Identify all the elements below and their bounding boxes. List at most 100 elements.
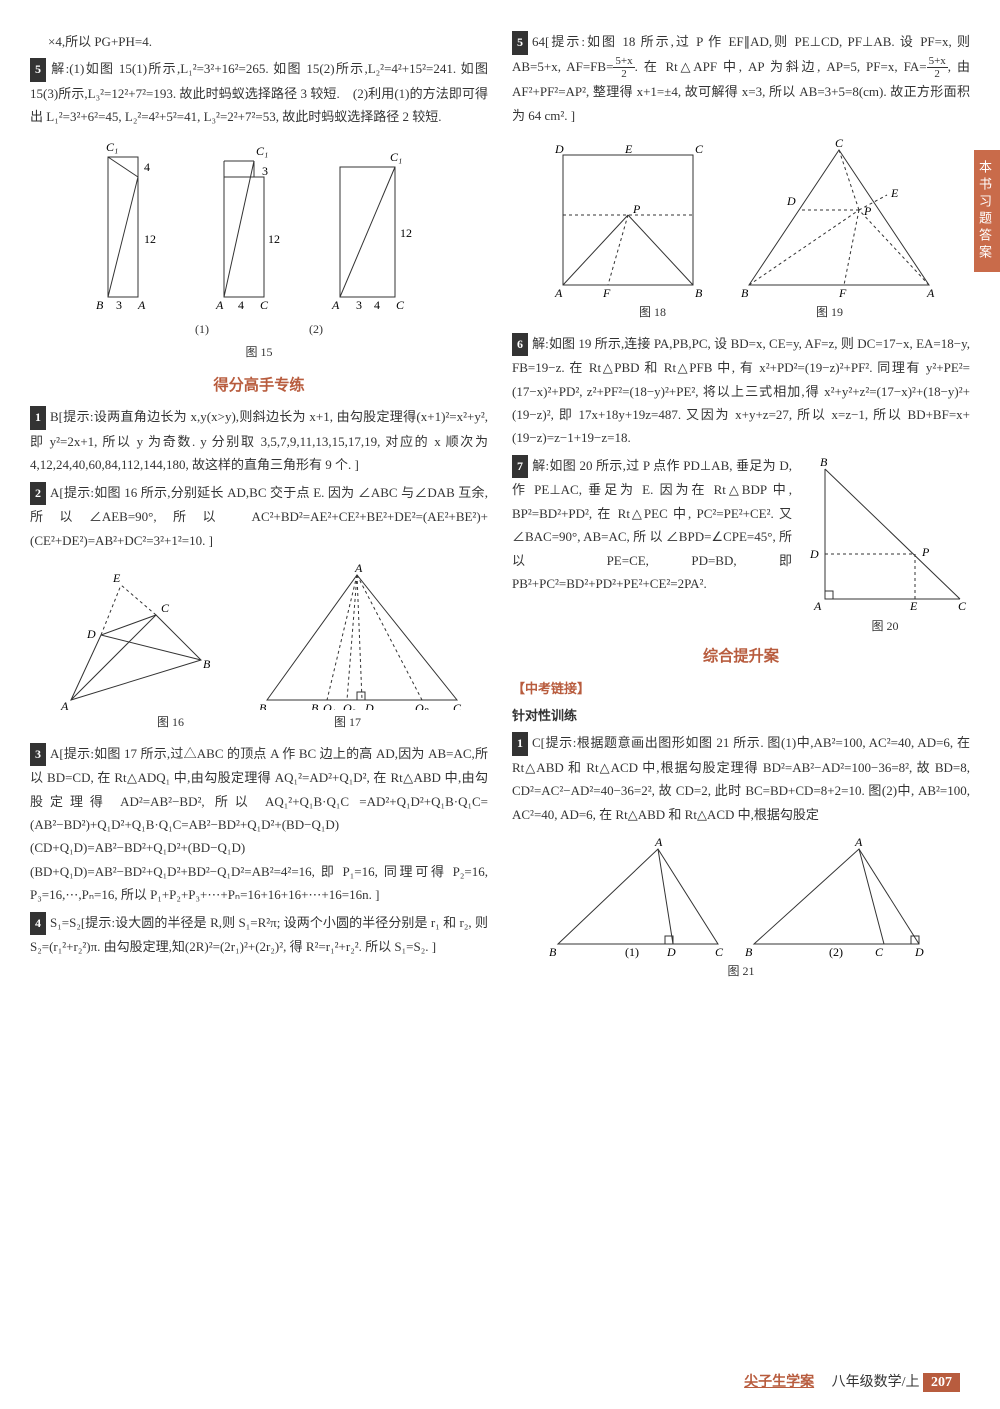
fig21-2-svg: A B C D (2) [739, 834, 939, 959]
svg-text:12: 12 [144, 232, 156, 246]
left-p3: 3A[提示:如图 17 所示,过△ABC 的顶点 A 作 BC 边上的高 AD,… [30, 742, 488, 907]
svg-text:D: D [364, 701, 374, 710]
fig21-caption: 图 21 [512, 961, 970, 983]
right-p7: 7解:如图 20 所示,过 P 点作 PD⊥AB, 垂足为 D, 作 PE⊥AC… [512, 454, 792, 596]
side-tab: 本书习题答案 [974, 150, 1000, 272]
right-p5: 564[提示:如图 18 所示,过 P 作 EF∥AD,则 PE⊥CD, PF⊥… [512, 30, 970, 127]
fig16-caption: 图 16 [157, 712, 184, 734]
right-column: 564[提示:如图 18 所示,过 P 作 EF∥AD,则 PE⊥CD, PF⊥… [512, 30, 970, 991]
subhead-zhongkao: 【中考链接】 [512, 677, 970, 700]
svg-text:B: B [695, 286, 703, 300]
svg-text:B: B [820, 455, 828, 469]
svg-text:3: 3 [262, 164, 268, 178]
svg-text:4: 4 [238, 298, 244, 312]
svg-text:A: A [926, 286, 935, 300]
svg-text:(1): (1) [625, 945, 639, 959]
badge-1b: 1 [512, 732, 528, 756]
fig18-caption: 图 18 [639, 302, 666, 324]
fig15-sub1: (1) [195, 319, 209, 341]
svg-text:C: C [695, 142, 704, 156]
svg-text:3: 3 [116, 298, 122, 312]
svg-text:A: A [813, 599, 822, 613]
left-column: ×4,所以 PG+PH=4. 5解:(1)如图 15(1)所示,L₁²=3²+1… [30, 30, 488, 991]
page-footer: 尖子生学案 八年级数学/上 207 [744, 1370, 960, 1395]
fig15-sub2: (2) [309, 319, 323, 341]
fig20-caption: 图 20 [800, 616, 970, 638]
footer-grade: 八年级数学/上 [832, 1375, 920, 1390]
figure-15: C₁ 4 12 B 3 A C₁ 3 [30, 137, 488, 364]
svg-text:B: B [549, 945, 557, 959]
fig15-caption: 图 15 [30, 342, 488, 364]
svg-text:E: E [112, 571, 121, 585]
svg-text:E: E [890, 186, 899, 200]
svg-text:A: A [854, 835, 863, 849]
section-zonghe: 综合提升案 [512, 643, 970, 670]
svg-text:A: A [554, 286, 563, 300]
fig18-svg: D E C P A F B [543, 135, 723, 300]
badge-5: 5 [30, 58, 46, 82]
fig19-caption: 图 19 [816, 302, 843, 324]
svg-text:E: E [909, 599, 918, 613]
svg-text:A: A [60, 699, 69, 710]
left-top-line: ×4,所以 PG+PH=4. [30, 30, 488, 53]
svg-text:C: C [396, 298, 405, 312]
figures-16-17: A B C D E A B B Q₁ Q₂ [30, 560, 488, 734]
svg-text:D: D [809, 547, 819, 561]
svg-text:C: C [958, 599, 967, 613]
fig20-svg: B D P A E C [800, 454, 970, 614]
svg-text:A: A [137, 298, 146, 312]
svg-text:(2): (2) [829, 945, 843, 959]
subhead-zhenduixing: 针对性训练 [512, 704, 970, 727]
svg-text:D: D [914, 945, 924, 959]
svg-text:Qₙ: Qₙ [415, 701, 429, 710]
svg-text:D: D [786, 194, 796, 208]
left-p2: 2A[提示:如图 16 所示,分别延长 AD,BC 交于点 E. 因为 ∠ABC… [30, 481, 488, 552]
left-p5: 5解:(1)如图 15(1)所示,L₁²=3²+16²=265. 如图 15(2… [30, 57, 488, 128]
figure-20: B D P A E C 图 20 [800, 454, 970, 638]
svg-text:4: 4 [144, 160, 150, 174]
svg-text:D: D [86, 627, 96, 641]
svg-text:A: A [215, 298, 224, 312]
figure-21: A B D C (1) A B C D (2) 图 [512, 834, 970, 983]
svg-text:P: P [921, 545, 930, 559]
svg-text:4: 4 [374, 298, 380, 312]
svg-text:C₁: C₁ [106, 140, 118, 154]
svg-text:B: B [259, 701, 267, 710]
fig15-2-svg: C₁ 3 12 A 4 C [204, 137, 314, 317]
svg-text:B: B [745, 945, 753, 959]
svg-text:12: 12 [400, 226, 412, 240]
badge-3: 3 [30, 743, 46, 767]
svg-text:A: A [331, 298, 340, 312]
badge-4: 4 [30, 912, 46, 936]
svg-text:12: 12 [268, 232, 280, 246]
svg-text:C₁: C₁ [256, 144, 268, 158]
svg-text:B: B [311, 701, 319, 710]
fig17-svg: A B B Q₁ Q₂ D Qₙ C [257, 560, 467, 710]
svg-text:C: C [715, 945, 724, 959]
right-p1b: 1C[提示:根据题意画出图形如图 21 所示. 图(1)中,AB²=100, A… [512, 731, 970, 826]
svg-text:Q₂: Q₂ [343, 701, 356, 710]
section-gaoshou: 得分高手专练 [30, 372, 488, 399]
svg-text:C: C [453, 701, 462, 710]
svg-text:D: D [554, 142, 564, 156]
fig21-1-svg: A B D C (1) [543, 834, 733, 959]
svg-text:A: A [654, 835, 663, 849]
fig16-svg: A B C D E [51, 560, 251, 710]
svg-text:B: B [96, 298, 104, 312]
right-p6: 6解:如图 19 所示,连接 PA,PB,PC, 设 BD=x, CE=y, A… [512, 332, 970, 450]
left-p4: 4S₁=S₂[提示:设大圆的半径是 R,则 S₁=R²π; 设两个小圆的半径分别… [30, 911, 488, 959]
fig19-svg: C D E P B F A [729, 135, 939, 300]
svg-text:C: C [260, 298, 269, 312]
figures-18-19: D E C P A F B C D [512, 135, 970, 324]
badge-6: 6 [512, 333, 528, 357]
svg-text:F: F [838, 286, 847, 300]
fig17-caption: 图 17 [334, 712, 361, 734]
main-columns: ×4,所以 PG+PH=4. 5解:(1)如图 15(1)所示,L₁²=3²+1… [30, 30, 970, 991]
svg-text:A: A [354, 561, 363, 575]
fig15-1-svg: C₁ 4 12 B 3 A [88, 137, 198, 317]
badge-7: 7 [512, 455, 528, 479]
svg-text:C: C [161, 601, 170, 615]
left-p1: 1B[提示:设两直角边长为 x,y(x>y),则斜边长为 x+1, 由勾股定理得… [30, 405, 488, 476]
svg-text:E: E [624, 142, 633, 156]
svg-text:Q₁: Q₁ [323, 701, 336, 710]
